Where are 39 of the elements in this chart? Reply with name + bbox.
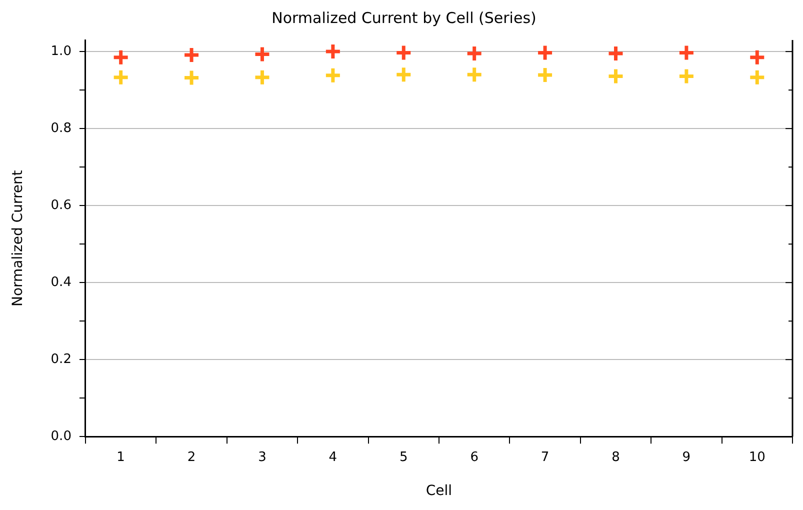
point xyxy=(112,48,130,66)
point xyxy=(466,66,484,84)
point xyxy=(182,46,200,64)
point xyxy=(253,68,271,86)
point xyxy=(536,66,554,84)
y-tick-label: 0.6 xyxy=(50,198,72,213)
point xyxy=(324,66,342,84)
point xyxy=(748,68,766,86)
chart-title: Normalized Current by Cell (Series) xyxy=(272,8,536,27)
point xyxy=(606,67,624,85)
y-tick-label: 0.2 xyxy=(50,352,72,367)
x-tick-label: 10 xyxy=(748,450,766,465)
point xyxy=(182,68,200,86)
point xyxy=(536,44,554,62)
x-tick-label: 2 xyxy=(187,450,196,465)
point xyxy=(678,67,696,85)
y-tick-label: 0.0 xyxy=(50,428,72,444)
x-tick-label: 3 xyxy=(258,450,266,465)
point xyxy=(748,48,766,66)
y-tick-label: 1.0 xyxy=(50,44,72,59)
y-tick-label: 0.8 xyxy=(50,120,72,136)
point xyxy=(394,44,412,62)
x-tick-label: 9 xyxy=(682,450,691,465)
x-tick-label: 8 xyxy=(612,450,620,465)
point xyxy=(606,44,624,62)
x-tick-label: 4 xyxy=(328,450,338,465)
x-tick-label: 5 xyxy=(399,450,408,465)
y-axis-title: Normalized Current xyxy=(10,170,26,307)
point xyxy=(394,66,412,84)
point xyxy=(466,44,484,62)
point xyxy=(112,68,130,86)
x-tick-label: 1 xyxy=(116,450,125,465)
point xyxy=(324,42,342,60)
x-tick-label: 7 xyxy=(540,450,550,465)
point xyxy=(253,45,271,63)
y-tick-label: 0.4 xyxy=(50,274,72,290)
x-axis-title: Cell xyxy=(426,483,452,500)
point xyxy=(678,44,696,62)
x-tick-label: 6 xyxy=(470,450,478,465)
